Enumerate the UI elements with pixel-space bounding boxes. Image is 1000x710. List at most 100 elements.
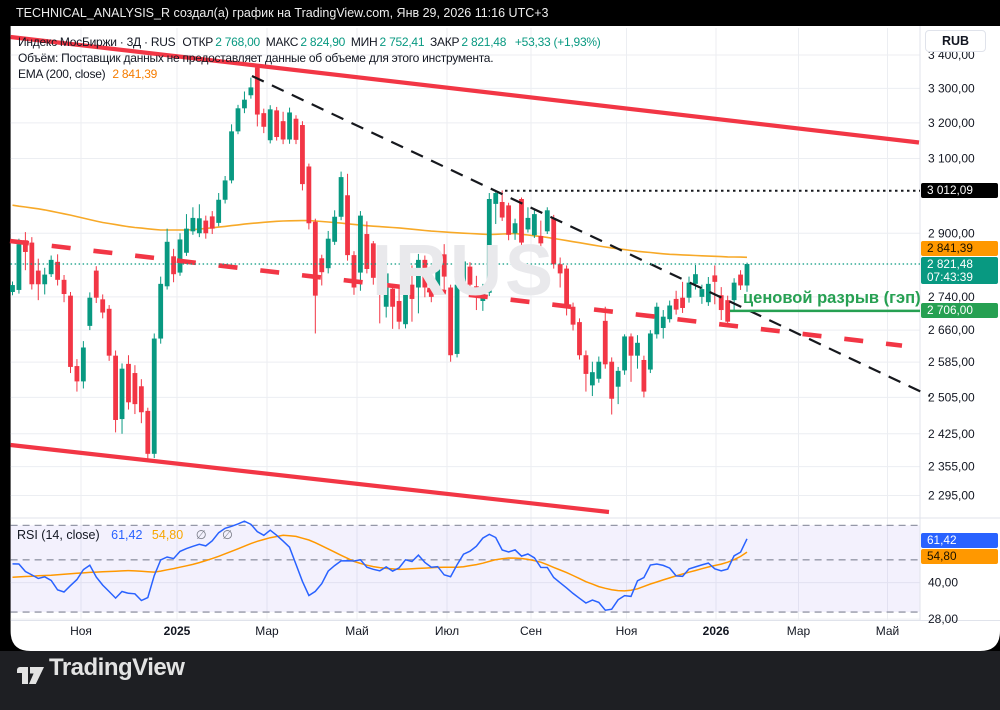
candle-body xyxy=(409,284,415,299)
chart-card xyxy=(10,26,1000,651)
candle-body xyxy=(512,223,518,234)
candle-body xyxy=(499,202,505,218)
time-axis-label: Июл xyxy=(435,624,459,638)
candle-body xyxy=(216,199,222,223)
ohlc-value: 2 768,00 xyxy=(213,35,266,49)
ema-line xyxy=(12,204,748,259)
candle-body xyxy=(686,282,692,298)
candle-body xyxy=(564,268,569,307)
candle-body xyxy=(22,240,28,252)
candle-body xyxy=(647,333,653,370)
rsi-ma-badge: 54,80 xyxy=(921,548,998,564)
price-axis-label: 2 295,00 xyxy=(928,489,975,503)
ohlc-value: 2 824,90 xyxy=(298,35,351,49)
candle-body xyxy=(229,131,234,181)
candle-body xyxy=(10,285,15,292)
candle-body xyxy=(106,308,112,356)
candle-body xyxy=(113,355,118,420)
candle-body xyxy=(126,363,131,403)
volume-legend[interactable]: Объём: Поставщик данных не предоставляет… xyxy=(18,51,494,65)
tradingview-logo-icon[interactable] xyxy=(17,667,47,695)
candle-body xyxy=(712,275,718,282)
candle-body xyxy=(628,336,634,356)
candle-body xyxy=(35,270,41,285)
candle-body xyxy=(589,372,595,386)
chart-canvas[interactable]: 3 400,003 300,003 200,003 100,002 900,00… xyxy=(0,26,1000,651)
candle-body xyxy=(680,297,685,308)
ohlc-label: МАКС xyxy=(265,35,299,49)
ohlc-label: МИН xyxy=(350,35,378,49)
price-axis-label: 2 740,00 xyxy=(928,290,975,304)
rsi-value: 61,42 xyxy=(111,528,143,542)
rsi-badge: 61,42 xyxy=(921,533,998,548)
candle-body xyxy=(441,254,447,277)
candle-body xyxy=(274,110,280,138)
candle-body xyxy=(293,118,299,140)
candle-body xyxy=(596,361,602,379)
candle-body xyxy=(74,366,80,382)
trendline-black-dashed xyxy=(251,75,931,397)
candle-body xyxy=(493,193,499,204)
ema-value: 2 841,39 xyxy=(112,67,158,81)
candle-body xyxy=(609,361,615,399)
candle-body xyxy=(390,288,396,307)
candle-body xyxy=(622,336,627,371)
candle-body xyxy=(138,386,144,413)
candle-body xyxy=(254,67,260,115)
time-axis-label: Май xyxy=(345,624,369,638)
time-axis-label: Мар xyxy=(787,624,811,638)
currency-button[interactable]: RUB xyxy=(925,30,986,52)
price-axis-label: 2 660,00 xyxy=(928,323,975,337)
price-axis-label: 2 900,00 xyxy=(928,226,975,240)
candle-body xyxy=(68,295,73,367)
candle-body xyxy=(673,298,679,310)
candle-body xyxy=(29,242,35,285)
candle-body xyxy=(190,217,196,232)
ohlc-value: 2 752,41 xyxy=(377,35,431,49)
candle-body xyxy=(280,121,286,140)
candle-body xyxy=(615,370,621,387)
candle-body xyxy=(16,244,22,290)
price-axis-label: 2 505,00 xyxy=(928,390,975,404)
candle-body xyxy=(177,239,183,273)
gap-badge: 2 706,00 xyxy=(921,303,998,319)
candle-body xyxy=(312,221,318,296)
gap-annotation-label[interactable]: ценовой разрыв (гэп) xyxy=(743,289,921,307)
price-axis-label: 2 355,00 xyxy=(928,460,975,474)
candle-body xyxy=(319,258,325,273)
candle-body xyxy=(699,289,705,297)
candle-body xyxy=(93,270,99,298)
ema-legend[interactable]: EMA (200, close) 2 841,39 xyxy=(18,67,157,81)
last-price-badge-countdown: 07:43:39 xyxy=(927,270,973,285)
symbol-watermark: IRUS xyxy=(372,231,557,311)
candle-body xyxy=(718,295,724,311)
ema-badge: 2 841,39 xyxy=(921,241,998,256)
candle-body xyxy=(338,177,344,217)
candle-body xyxy=(196,218,202,234)
candle-body xyxy=(725,300,731,322)
candle-body xyxy=(416,259,421,288)
price-axis-label: 3 200,00 xyxy=(928,116,975,130)
candle-body xyxy=(377,267,383,289)
time-axis-label: Ноя xyxy=(70,624,92,638)
rsi-null-symbols: ∅ ∅ xyxy=(195,528,239,542)
candle-body xyxy=(119,368,125,420)
symbol-legend[interactable]: Индекс МосБиржи · 3Д · RUS ОТКР 2 768,00 … xyxy=(18,35,601,49)
rsi-line xyxy=(12,520,748,612)
symbol-title[interactable]: Индекс МосБиржи · 3Д · RUS xyxy=(18,35,176,49)
candle-body xyxy=(151,338,157,454)
footer-bar: TradingView xyxy=(0,651,1000,710)
candle-body xyxy=(486,199,492,293)
time-axis-label: Мар xyxy=(255,624,279,638)
tradingview-wordmark[interactable]: TradingView xyxy=(49,654,185,681)
chart-area[interactable]: 3 400,00 3 300,00 3 200,00 3 100,00 2 900,00… xyxy=(0,26,1000,651)
candle-body xyxy=(403,294,408,325)
candle-body xyxy=(435,264,441,287)
candle-body xyxy=(738,274,743,286)
trendline-upper xyxy=(10,34,920,145)
candle-body xyxy=(525,217,531,230)
rsi-legend[interactable]: RSI (14, close) 61,42 54,80 ∅ ∅ xyxy=(17,527,239,542)
candle-body xyxy=(454,284,460,354)
candle-body xyxy=(345,195,350,256)
